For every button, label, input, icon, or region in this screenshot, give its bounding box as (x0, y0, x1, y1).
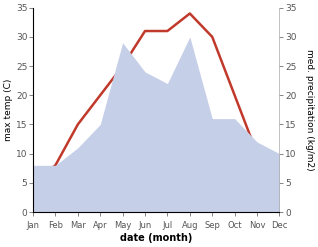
Y-axis label: med. precipitation (kg/m2): med. precipitation (kg/m2) (305, 49, 314, 171)
X-axis label: date (month): date (month) (120, 233, 192, 243)
Y-axis label: max temp (C): max temp (C) (4, 79, 13, 141)
